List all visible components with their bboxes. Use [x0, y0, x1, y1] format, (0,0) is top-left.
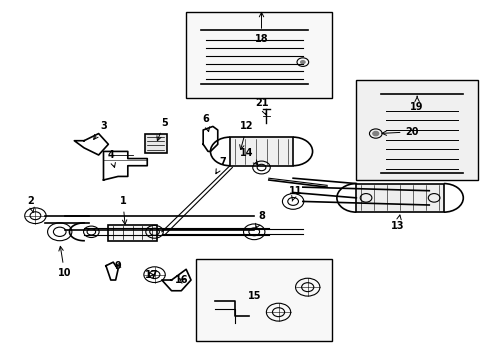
- Text: 21: 21: [254, 98, 268, 115]
- Bar: [108, 225, 157, 241]
- Text: 14: 14: [240, 148, 257, 165]
- Bar: [356, 80, 477, 180]
- Text: 18: 18: [254, 12, 268, 44]
- Bar: [144, 134, 166, 153]
- Text: 17: 17: [145, 270, 159, 280]
- Text: 7: 7: [215, 157, 225, 174]
- Text: 8: 8: [255, 211, 264, 228]
- Text: 10: 10: [58, 246, 71, 278]
- Text: 19: 19: [409, 96, 423, 112]
- Text: 11: 11: [288, 186, 302, 201]
- Text: 1: 1: [120, 197, 126, 224]
- Text: 13: 13: [390, 215, 404, 231]
- Text: 12: 12: [239, 121, 253, 149]
- Bar: [186, 12, 331, 98]
- Text: 4: 4: [107, 150, 115, 167]
- Text: 15: 15: [247, 291, 261, 301]
- Text: 3: 3: [94, 121, 107, 139]
- Text: 16: 16: [174, 275, 188, 285]
- Text: 9: 9: [115, 261, 121, 271]
- Bar: [196, 258, 331, 341]
- Text: 6: 6: [202, 114, 209, 132]
- Bar: [229, 137, 292, 166]
- Circle shape: [372, 131, 378, 136]
- Text: 20: 20: [381, 127, 418, 137]
- Text: 5: 5: [157, 118, 167, 141]
- Circle shape: [299, 60, 305, 64]
- Bar: [356, 184, 443, 212]
- Text: 2: 2: [27, 197, 34, 212]
